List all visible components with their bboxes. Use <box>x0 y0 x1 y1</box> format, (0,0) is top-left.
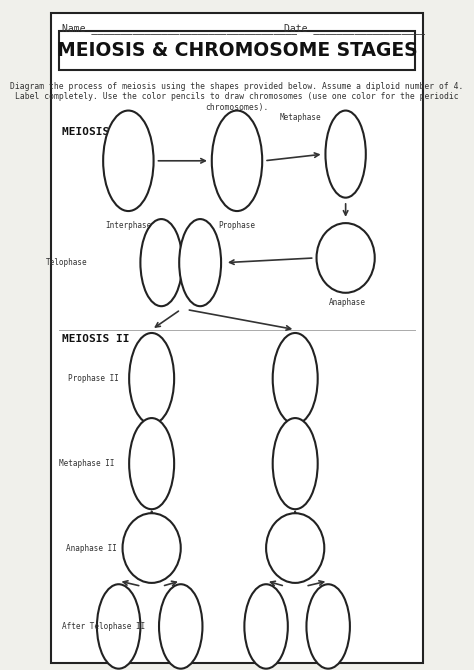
Ellipse shape <box>307 584 350 669</box>
Ellipse shape <box>179 219 221 306</box>
Text: MEIOSIS II: MEIOSIS II <box>63 334 130 344</box>
Text: Metaphase: Metaphase <box>280 113 321 122</box>
Text: Anaphase: Anaphase <box>329 298 366 307</box>
Text: MEIOSIS & CHROMOSOME STAGES: MEIOSIS & CHROMOSOME STAGES <box>57 42 417 60</box>
Text: Prophase: Prophase <box>219 221 255 230</box>
Text: Diagram the process of meiosis using the shapes provided below. Assume a diploid: Diagram the process of meiosis using the… <box>10 82 464 111</box>
Text: MEIOSIS I: MEIOSIS I <box>63 127 123 137</box>
Text: Interphase: Interphase <box>105 221 152 230</box>
Text: Metaphase II: Metaphase II <box>59 459 115 468</box>
FancyBboxPatch shape <box>58 31 416 70</box>
Ellipse shape <box>129 333 174 424</box>
Ellipse shape <box>129 418 174 509</box>
Text: Telophase: Telophase <box>46 258 88 267</box>
Ellipse shape <box>123 513 181 583</box>
Ellipse shape <box>245 584 288 669</box>
Ellipse shape <box>140 219 182 306</box>
Text: Prophase II: Prophase II <box>68 374 118 383</box>
Text: Name ___________________________________: Name ___________________________________ <box>63 23 297 34</box>
Ellipse shape <box>159 584 202 669</box>
Ellipse shape <box>97 584 140 669</box>
Ellipse shape <box>326 111 366 198</box>
Ellipse shape <box>103 111 154 211</box>
Ellipse shape <box>266 513 324 583</box>
Text: After Telophase II: After Telophase II <box>63 622 146 631</box>
Ellipse shape <box>317 223 375 293</box>
Text: Date ___________________: Date ___________________ <box>283 23 425 34</box>
Ellipse shape <box>273 418 318 509</box>
Ellipse shape <box>212 111 262 211</box>
FancyBboxPatch shape <box>51 13 423 663</box>
Ellipse shape <box>273 333 318 424</box>
Text: Anaphase II: Anaphase II <box>66 543 117 553</box>
